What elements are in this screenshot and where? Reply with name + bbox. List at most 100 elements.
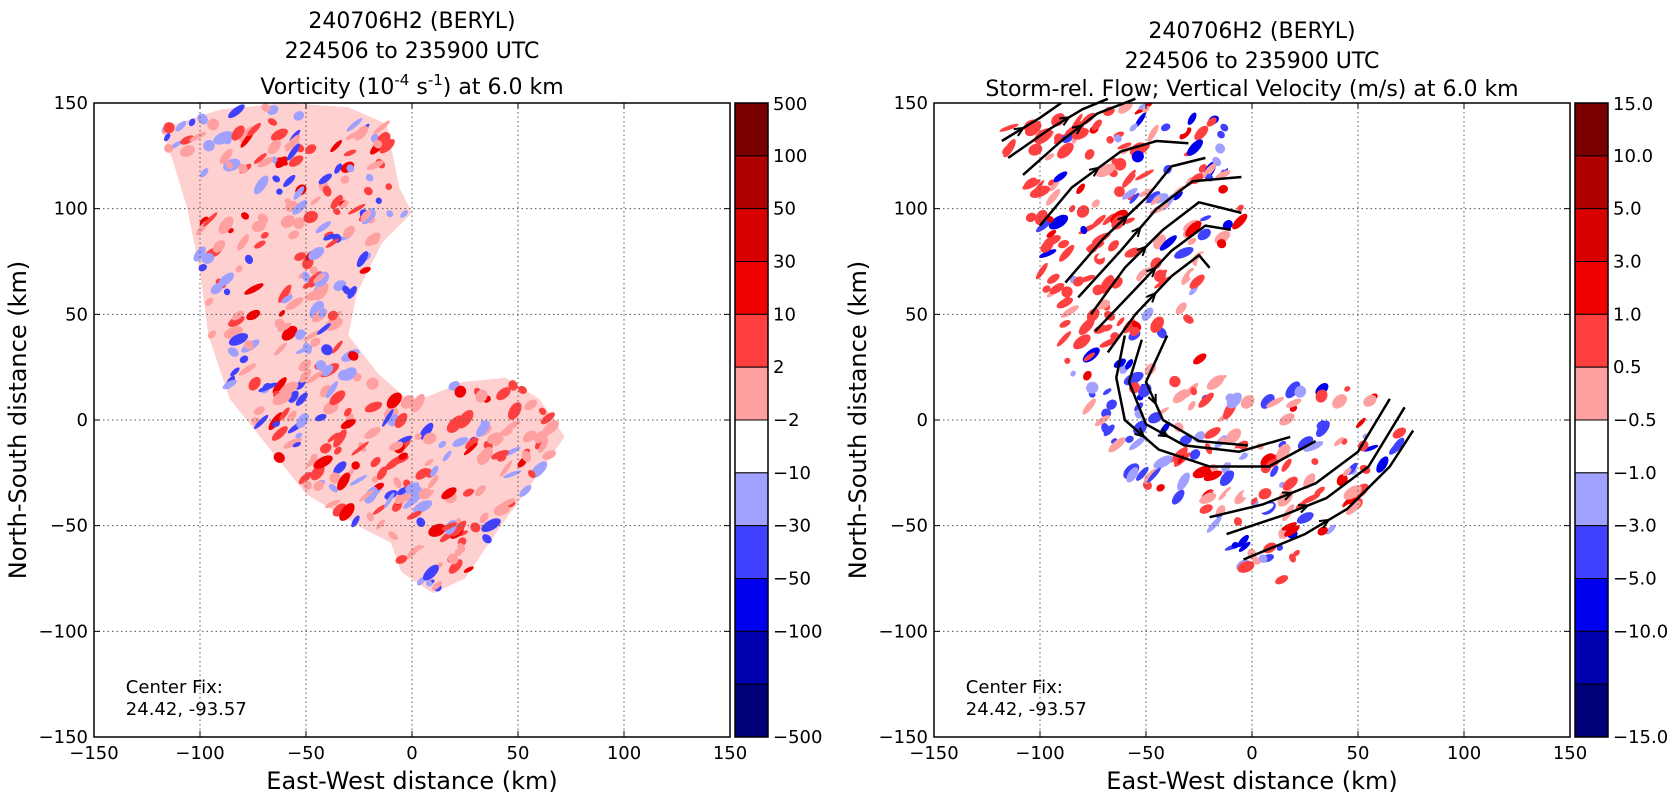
heatmap-cell bbox=[1046, 229, 1057, 238]
axis-ticks: −150 −100 −50 0 50 100 150 150 100 50 0 −50 −100 −150 bbox=[39, 93, 748, 764]
heatmap-cell bbox=[328, 483, 339, 493]
streamline bbox=[1001, 101, 1062, 143]
y-axis-label: North-South distance (km) bbox=[844, 261, 872, 580]
heatmap-cell bbox=[298, 471, 312, 485]
y-tick-label: −150 bbox=[39, 727, 88, 748]
heatmap-cell bbox=[1242, 482, 1259, 498]
heatmap-cell bbox=[251, 220, 267, 232]
heatmap-cell bbox=[1311, 458, 1319, 465]
streamline-arrow bbox=[1136, 244, 1148, 257]
heatmap-cell bbox=[1147, 467, 1161, 483]
heatmap-cell bbox=[1216, 239, 1227, 249]
heatmap-cell bbox=[267, 118, 278, 126]
heatmap-cell bbox=[448, 415, 462, 427]
heatmap-cell bbox=[198, 264, 207, 272]
heatmap-cell bbox=[385, 183, 393, 190]
heatmap-cell bbox=[325, 381, 338, 399]
heatmap-cell bbox=[272, 390, 292, 406]
streamline bbox=[1022, 97, 1136, 176]
streamline bbox=[1144, 334, 1248, 447]
heatmap-cell bbox=[333, 208, 341, 215]
heatmap-cell bbox=[1138, 188, 1153, 197]
heatmap-cell bbox=[1034, 128, 1053, 145]
heatmap-cell bbox=[414, 433, 422, 440]
colorbar-frame bbox=[1574, 102, 1609, 738]
heatmap-cell bbox=[1208, 375, 1227, 385]
heatmap-cell bbox=[163, 133, 171, 142]
streamline-arrow bbox=[1059, 116, 1072, 126]
streamline bbox=[1094, 224, 1232, 333]
heatmap-cell bbox=[1258, 554, 1268, 563]
heatmap-cell bbox=[278, 284, 292, 303]
heatmap-cell bbox=[500, 460, 513, 477]
heatmap-cell bbox=[272, 421, 281, 428]
title-text: Vorticity (10 bbox=[260, 75, 394, 100]
heatmap-cell bbox=[324, 317, 343, 331]
streamline-arrow bbox=[1157, 427, 1170, 438]
heatmap-cell bbox=[430, 465, 439, 477]
heatmap-cell bbox=[281, 381, 299, 394]
heatmap-cell bbox=[1111, 277, 1123, 289]
heatmap-cell bbox=[1275, 575, 1289, 585]
heatmap-cell bbox=[1003, 138, 1016, 158]
heatmap-cell bbox=[379, 139, 395, 154]
heatmap-cell bbox=[1038, 249, 1057, 258]
x-axis-label: East-West distance (km) bbox=[266, 767, 557, 795]
heatmap-cell bbox=[334, 446, 342, 455]
heatmap-cell bbox=[474, 485, 486, 497]
heatmap-cell bbox=[1099, 338, 1118, 348]
heatmap-cell bbox=[207, 330, 217, 339]
heatmap-cell bbox=[1285, 381, 1301, 399]
heatmap-cell bbox=[400, 210, 408, 218]
heatmap-cell bbox=[398, 452, 408, 460]
heatmap-cell bbox=[384, 492, 395, 509]
heatmap-cell bbox=[441, 522, 457, 531]
heatmap-cell bbox=[313, 480, 324, 492]
heatmap-cell bbox=[1053, 171, 1068, 183]
heatmap-cell bbox=[1237, 204, 1244, 212]
heatmap-cell bbox=[203, 212, 218, 227]
heatmap-cell bbox=[235, 265, 243, 273]
heatmap-cell bbox=[1171, 489, 1185, 505]
y-tick-label: 150 bbox=[894, 93, 928, 114]
heatmap-cell bbox=[347, 286, 357, 299]
y-tick-label: −100 bbox=[39, 621, 88, 642]
heatmap-cell bbox=[339, 503, 355, 521]
heatmap-cell bbox=[424, 459, 434, 466]
heatmap-cell bbox=[1217, 130, 1225, 139]
x-tick-label: −100 bbox=[1015, 743, 1064, 764]
heatmap-cell bbox=[306, 371, 323, 384]
center-fix-annotation: Center Fix:24.42, -93.57 bbox=[126, 677, 247, 720]
heatmap-cell bbox=[1045, 188, 1061, 206]
heatmap-cell bbox=[1047, 273, 1060, 284]
colorbar-segment bbox=[1574, 102, 1609, 157]
colorbar-label: −100 bbox=[773, 621, 822, 642]
y-tick-label: 100 bbox=[894, 199, 928, 220]
heatmap-cell bbox=[333, 461, 347, 475]
heatmap-cell bbox=[236, 234, 250, 251]
colorbar-segment bbox=[1574, 683, 1609, 738]
heatmap-cell bbox=[348, 351, 359, 361]
heatmap-cell bbox=[1194, 125, 1209, 141]
colorbar-label: −30 bbox=[773, 516, 811, 537]
heatmap-cell bbox=[310, 196, 321, 206]
heatmap-cell bbox=[1343, 485, 1362, 500]
streamlines bbox=[1001, 97, 1415, 561]
heatmap-cell bbox=[268, 412, 283, 431]
heatmap-cell bbox=[388, 441, 404, 451]
heatmap-cell bbox=[400, 395, 415, 409]
colorbar: 15.0 10.0 5.0 3.0 1.0 0.5 −0.5 −1.0 −3.0 −5.0 −10.… bbox=[1574, 94, 1668, 748]
heatmap-cell bbox=[1312, 515, 1320, 524]
heatmap-cell bbox=[1023, 119, 1039, 133]
heatmap-cell bbox=[276, 188, 283, 195]
heatmap-cell bbox=[431, 580, 442, 591]
colorbar-segment bbox=[734, 630, 769, 685]
heatmap-cell bbox=[1091, 119, 1102, 131]
heatmap-cell bbox=[1108, 240, 1120, 252]
heatmap-cell bbox=[412, 500, 433, 514]
heatmap-cell bbox=[1078, 318, 1095, 335]
x-tick-label: −50 bbox=[1127, 743, 1165, 764]
heatmap-cell bbox=[538, 407, 547, 416]
heatmap-cell bbox=[415, 468, 429, 480]
